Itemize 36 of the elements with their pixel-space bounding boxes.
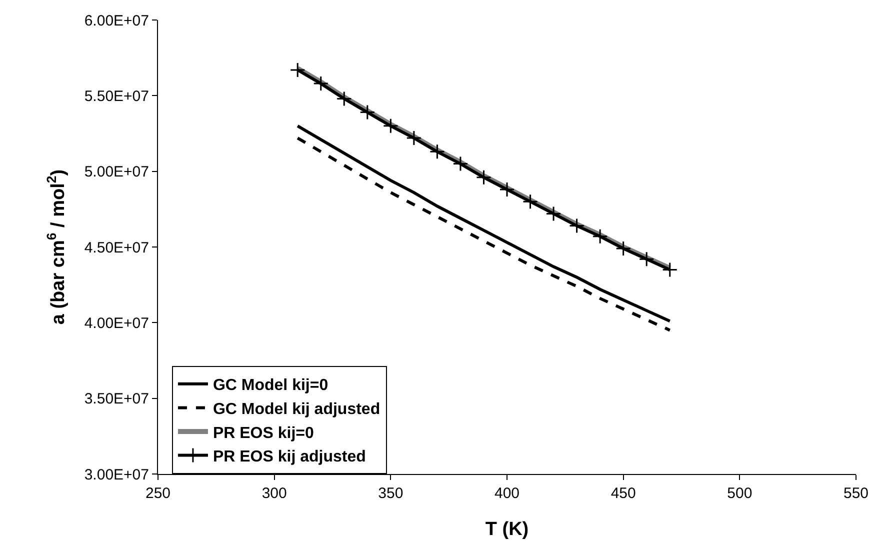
y-tick-label: 5.00E+07	[84, 164, 149, 181]
x-tick-label: 550	[843, 485, 869, 502]
legend-label: GC Model kij adjusted	[212, 400, 380, 418]
point	[452, 156, 468, 172]
point	[406, 130, 422, 146]
point	[313, 76, 329, 92]
point	[290, 62, 306, 78]
x-axis-title: T (K)	[485, 518, 529, 540]
point	[569, 218, 585, 234]
point	[360, 104, 376, 120]
x-tick-label: 400	[494, 485, 520, 502]
y-tick-label: 4.00E+07	[84, 314, 149, 332]
y-tick-label: 4.50E+07	[84, 239, 149, 256]
y-tick-label: 3.00E+07	[84, 466, 149, 484]
point	[662, 262, 678, 278]
point	[592, 228, 608, 244]
point	[522, 194, 538, 210]
legend-label: GC Model kij=0	[212, 377, 328, 394]
point	[638, 251, 654, 267]
x-tick-label: 500	[727, 485, 752, 502]
point	[336, 90, 352, 106]
point	[546, 206, 562, 222]
x-tick-label: 300	[262, 485, 287, 502]
point	[499, 182, 515, 198]
y-tick-label: 6.00E+07	[84, 12, 149, 30]
point	[429, 144, 445, 160]
legend-label: PR EOS kij adjusted	[212, 448, 366, 466]
x-tick-label: 350	[378, 485, 404, 502]
y-tick-label: 5.50E+07	[84, 88, 149, 105]
y-tick-label: 3.50E+07	[84, 390, 149, 408]
point	[476, 170, 492, 186]
x-tick-label: 250	[145, 485, 171, 502]
point	[382, 118, 398, 134]
legend-label: PR EOS kij=0	[212, 424, 314, 442]
point	[616, 240, 632, 256]
x-tick-label: 450	[610, 485, 636, 502]
